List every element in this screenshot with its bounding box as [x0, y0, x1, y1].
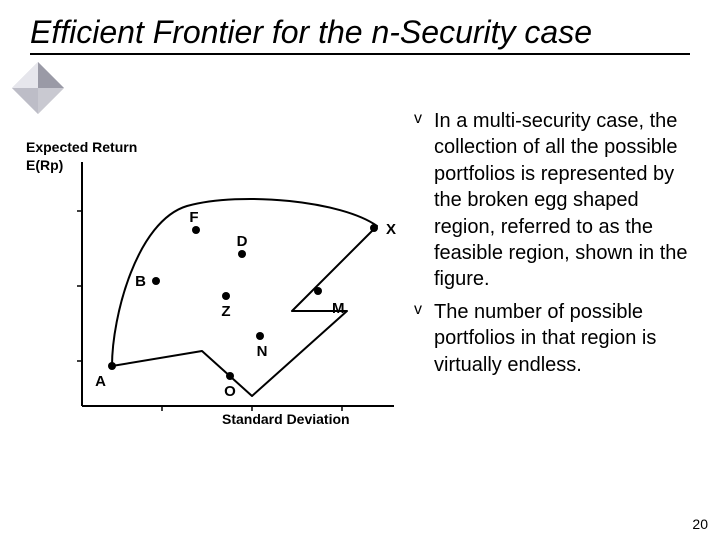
svg-text:Standard Deviation: Standard Deviation: [222, 411, 350, 426]
svg-text:N: N: [257, 343, 268, 360]
svg-text:E(Rp): E(Rp): [26, 157, 63, 173]
svg-text:M: M: [332, 300, 345, 317]
svg-text:O: O: [224, 383, 236, 400]
svg-text:B: B: [135, 273, 146, 290]
svg-text:X: X: [386, 221, 396, 238]
svg-text:F: F: [189, 209, 198, 226]
bullet-text: The number of possible portfolios in tha…: [434, 299, 696, 378]
page-number: 20: [692, 516, 708, 532]
svg-text:D: D: [237, 233, 248, 250]
svg-text:Z: Z: [221, 303, 230, 320]
bullet-marker: v: [414, 299, 434, 321]
efficient-frontier-chart: Expected Return E(Rp) Standard Deviation A B…: [22, 136, 402, 426]
diamond-decor-icon: [10, 60, 66, 116]
bullet-text: In a multi-security case, the collection…: [434, 108, 696, 293]
bullet-marker: v: [414, 108, 434, 130]
svg-text:A: A: [95, 373, 106, 390]
svg-text:Expected Return: Expected Return: [26, 139, 137, 155]
page-title: Efficient Frontier for the n-Security ca…: [30, 14, 690, 51]
bullet-list: vIn a multi-security case, the collectio…: [414, 108, 696, 384]
bullet-item: vIn a multi-security case, the collectio…: [414, 108, 696, 293]
title-underline: [30, 53, 690, 55]
title-block: Efficient Frontier for the n-Security ca…: [30, 14, 690, 51]
bullet-item: vThe number of possible portfolios in th…: [414, 299, 696, 378]
